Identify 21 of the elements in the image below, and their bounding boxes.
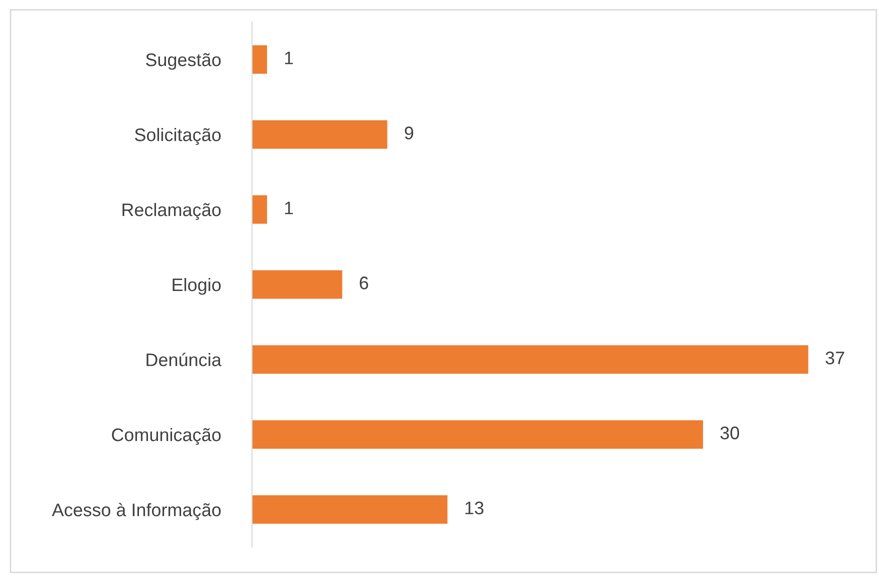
- y-tick-label: Elogio: [172, 278, 221, 295]
- bar: [252, 120, 388, 149]
- data-label: 9: [404, 126, 414, 140]
- y-tick-label: Acesso à Informação: [52, 502, 221, 520]
- data-label: 1: [285, 52, 293, 64]
- y-tick-label: Comunicação: [112, 428, 221, 445]
- bar: [252, 420, 704, 449]
- y-tick-label: Reclamação: [122, 202, 221, 220]
- bar: [252, 195, 268, 224]
- bar: [252, 345, 808, 374]
- y-tick-label: Denúncia: [146, 352, 222, 366]
- y-tick-label: Solicitação: [134, 128, 221, 145]
- bar: [252, 270, 342, 299]
- data-label: 6: [360, 276, 368, 290]
- data-label: 30: [720, 426, 740, 440]
- bar: [252, 495, 448, 524]
- data-label: 1: [285, 202, 293, 214]
- y-tick-label: Sugestão: [146, 53, 221, 70]
- bar: [252, 45, 268, 74]
- data-label: 37: [826, 352, 844, 364]
- data-label: 13: [465, 502, 484, 514]
